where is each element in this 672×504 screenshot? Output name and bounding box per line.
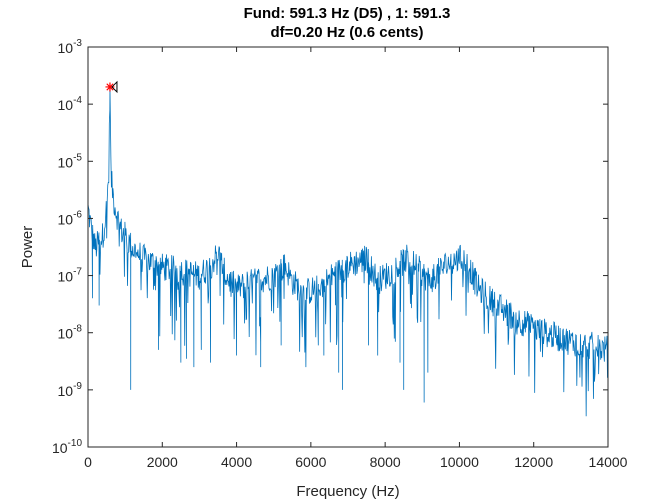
- y-tick-label: 10-10: [52, 438, 82, 456]
- x-tick-label: 14000: [589, 454, 628, 470]
- x-tick-label: 8000: [370, 454, 401, 470]
- y-tick-label: 10-7: [58, 267, 83, 285]
- y-tick-label: 10-4: [58, 95, 83, 113]
- harmonic-triangle-marker: [111, 80, 118, 94]
- x-axis: 0 2000 4000 6000 8000 10000 12000 14000: [84, 47, 628, 470]
- y-tick-label: 10-3: [58, 38, 83, 56]
- spectrum-line: [87, 86, 609, 417]
- x-tick-label: 6000: [295, 454, 326, 470]
- y-tick-label: 10-5: [58, 152, 83, 170]
- x-tick-label: 10000: [440, 454, 479, 470]
- x-tick-label: 12000: [514, 454, 553, 470]
- x-tick-label: 2000: [147, 454, 178, 470]
- plot-box: [87, 46, 609, 448]
- y-tick-label: 10-9: [58, 381, 83, 399]
- x-tick-label: 0: [84, 454, 92, 470]
- x-tick-label: 4000: [221, 454, 252, 470]
- y-tick-label: 10-8: [58, 324, 83, 342]
- fundamental-star-marker: [105, 82, 115, 92]
- y-axis-label: Power: [19, 226, 36, 269]
- marker-layer: [105, 80, 118, 94]
- x-axis-label: Frequency (Hz): [296, 483, 399, 500]
- y-axis: 10-10 10-9 10-8 10-7 10-6 10-5 10-4 10-3: [52, 38, 608, 456]
- chart-title-line2: df=0.20 Hz (0.6 cents): [271, 24, 424, 41]
- series-layer: [87, 86, 609, 417]
- chart-title-line1: Fund: 591.3 Hz (D5) , 1: 591.3: [244, 5, 451, 22]
- plot-area: [88, 47, 608, 447]
- y-tick-label: 10-6: [58, 209, 83, 227]
